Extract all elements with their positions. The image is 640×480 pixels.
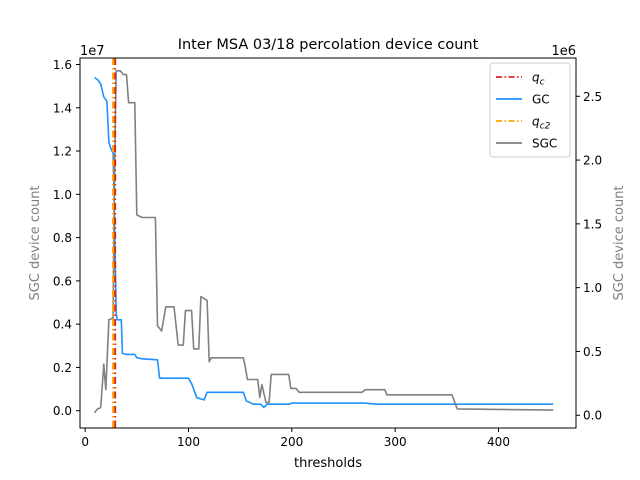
x-tick-label: 0 — [81, 435, 89, 449]
x-tick-label: 300 — [384, 435, 407, 449]
legend-label-main: q — [532, 71, 540, 85]
legend-label-main: q — [532, 115, 540, 129]
y-axis-label-left: SGC device count — [28, 185, 43, 300]
legend-label: qc2 — [532, 115, 551, 132]
legend-label: qc — [532, 71, 545, 88]
legend-label-sub: c — [540, 78, 545, 88]
y-right-tick-label: 2.5 — [583, 90, 602, 104]
x-axis-label: thresholds — [294, 456, 362, 471]
y-right-tick-label: 1.5 — [583, 217, 602, 231]
y-left-tick-label: 0.6 — [53, 274, 72, 288]
legend-box — [489, 62, 571, 158]
right-offset-label: 1e6 — [551, 44, 576, 59]
axes-frame — [79, 57, 577, 429]
y-left-tick-label: 0.8 — [53, 231, 72, 245]
y-right-tick-label: 0.5 — [583, 345, 602, 359]
axes: 0 100 200 300 400 0.0 0.2 0.4 0.6 0.8 1.0 1.2 1.4 1.6… — [53, 57, 602, 449]
y-left-tick-label: 0.0 — [53, 404, 72, 418]
legend-label: SGC — [532, 137, 557, 151]
y-left-tick-label: 1.6 — [53, 58, 72, 72]
legend-label-sub: c2 — [540, 122, 551, 132]
y-right-tick-label: 0.0 — [583, 409, 602, 423]
y-right-tick-label: 2.0 — [583, 154, 602, 168]
y-left-tick-label: 1.4 — [53, 101, 72, 115]
y-left-tick-label: 0.4 — [53, 318, 72, 332]
legend-label: GC — [532, 93, 550, 107]
plot-area — [93, 58, 554, 428]
plot-clip-group — [93, 58, 554, 428]
y-left-tick-label: 0.2 — [53, 361, 72, 375]
y-left-tick-label: 1.0 — [53, 188, 72, 202]
y-right-tick-label: 1.0 — [583, 281, 602, 295]
y-left-tick-label: 1.2 — [53, 145, 72, 159]
chart-title: Inter MSA 03/18 percolation device count — [178, 37, 479, 53]
x-tick-label: 400 — [487, 435, 510, 449]
left-offset-label: 1e7 — [80, 44, 105, 59]
y-axis-label-right: SGC device count — [612, 185, 627, 300]
series-line-gc — [94, 76, 554, 409]
x-tick-label: 200 — [280, 435, 303, 449]
x-tick-label: 100 — [177, 435, 200, 449]
